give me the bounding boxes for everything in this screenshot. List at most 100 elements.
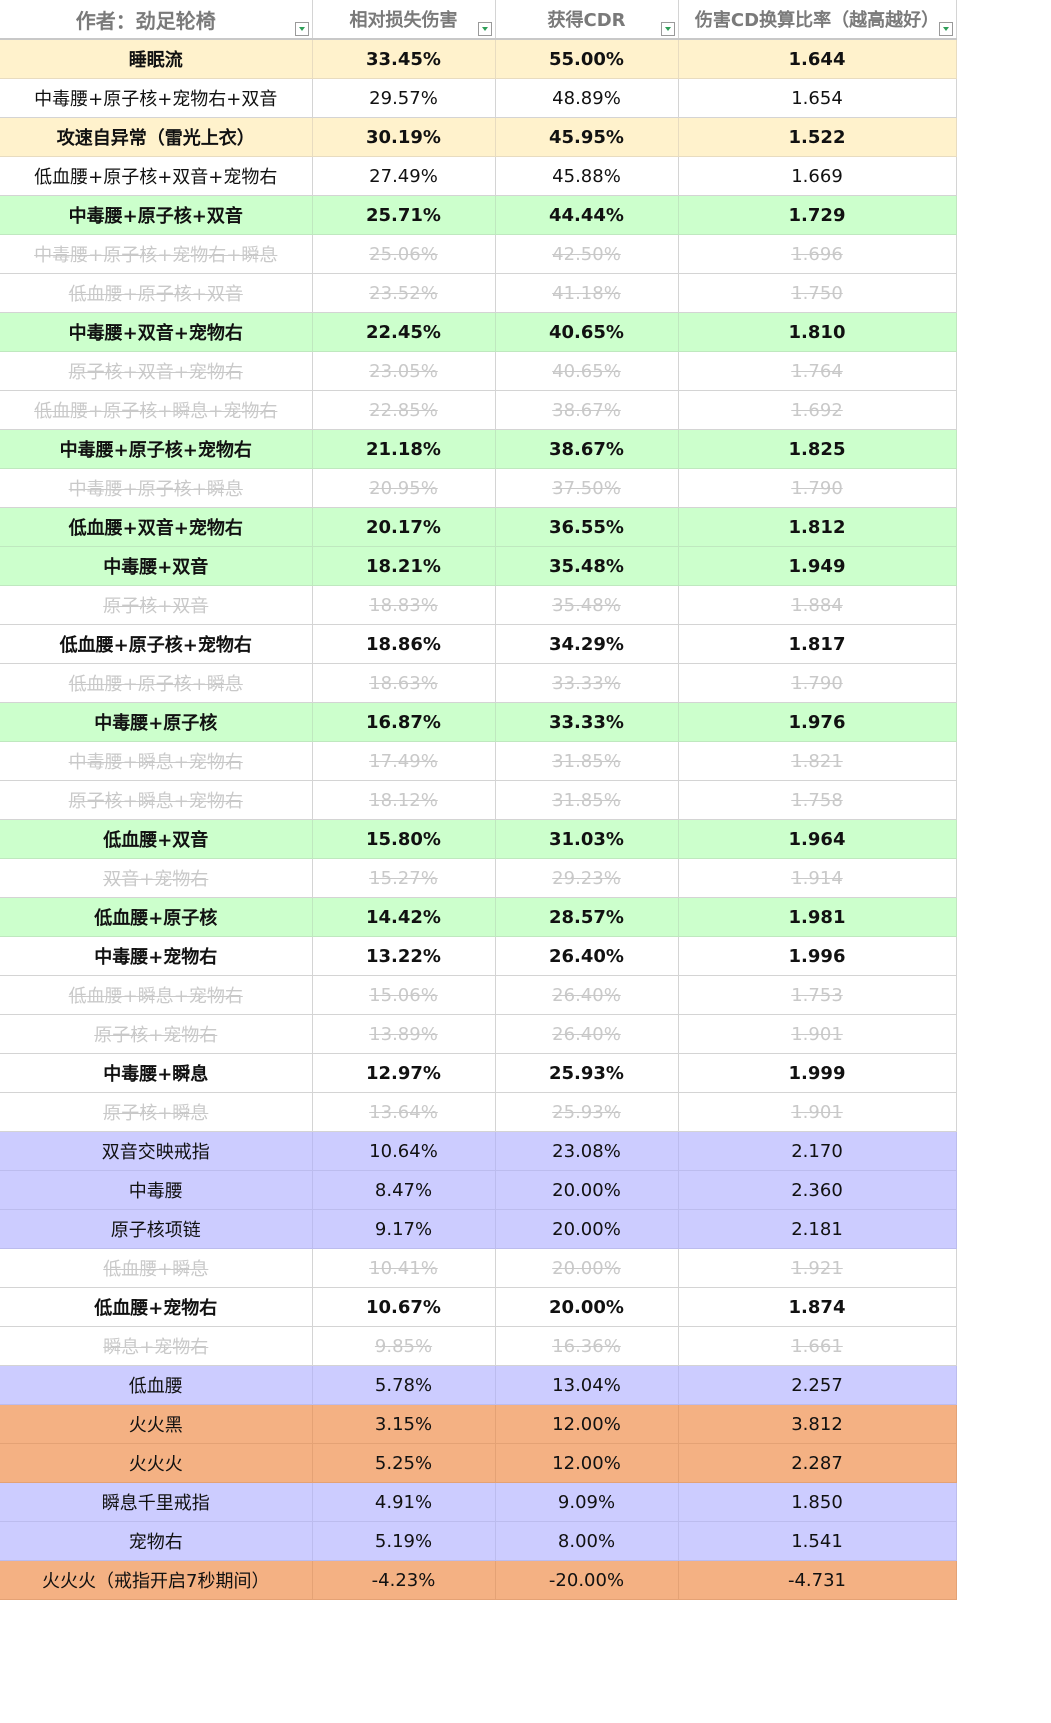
cell-damage-loss[interactable]: 14.42% [312, 897, 496, 937]
table-row[interactable]: 中毒腰+原子核+宠物右 21.18% 38.67% 1.825 [0, 429, 957, 469]
cell-ratio[interactable]: 1.901 [678, 1092, 957, 1132]
cell-build-name[interactable]: 低血腰+瞬息+宠物右 [0, 975, 313, 1015]
cell-cdr[interactable]: 12.00% [495, 1443, 679, 1483]
table-row[interactable]: 中毒腰+原子核+宠物右+双音 29.57% 48.89% 1.654 [0, 78, 957, 118]
cell-ratio[interactable]: 1.850 [678, 1482, 957, 1522]
cell-cdr[interactable]: 26.40% [495, 936, 679, 976]
cell-ratio[interactable]: 1.729 [678, 195, 957, 235]
cell-damage-loss[interactable]: 10.64% [312, 1131, 496, 1171]
cell-ratio[interactable]: 1.541 [678, 1521, 957, 1561]
cell-build-name[interactable]: 低血腰+原子核+瞬息 [0, 663, 313, 703]
cell-ratio[interactable]: 2.360 [678, 1170, 957, 1210]
table-row[interactable]: 低血腰+原子核+宠物右 18.86% 34.29% 1.817 [0, 624, 957, 664]
cell-damage-loss[interactable]: 15.27% [312, 858, 496, 898]
cell-ratio[interactable]: 1.692 [678, 390, 957, 430]
table-row[interactable]: 中毒腰+双音 18.21% 35.48% 1.949 [0, 546, 957, 586]
table-row[interactable]: 中毒腰+原子核+宠物右+瞬息 25.06% 42.50% 1.696 [0, 234, 957, 274]
cell-ratio[interactable]: 1.696 [678, 234, 957, 274]
table-row[interactable]: 原子核+瞬息+宠物右 18.12% 31.85% 1.758 [0, 780, 957, 820]
table-row[interactable]: 瞬息+宠物右 9.85% 16.36% 1.661 [0, 1326, 957, 1366]
cell-cdr[interactable]: 37.50% [495, 468, 679, 508]
cell-damage-loss[interactable]: 18.86% [312, 624, 496, 664]
cell-damage-loss[interactable]: 13.22% [312, 936, 496, 976]
table-row[interactable]: 中毒腰+宠物右 13.22% 26.40% 1.996 [0, 936, 957, 976]
cell-ratio[interactable]: 1.790 [678, 468, 957, 508]
cell-damage-loss[interactable]: 27.49% [312, 156, 496, 196]
table-row[interactable]: 中毒腰+双音+宠物右 22.45% 40.65% 1.810 [0, 312, 957, 352]
cell-ratio[interactable]: 1.810 [678, 312, 957, 352]
cell-cdr[interactable]: 45.95% [495, 117, 679, 157]
cell-ratio[interactable]: 1.753 [678, 975, 957, 1015]
cell-cdr[interactable]: 23.08% [495, 1131, 679, 1171]
cell-ratio[interactable]: 1.669 [678, 156, 957, 196]
cell-build-name[interactable]: 宠物右 [0, 1521, 313, 1561]
cell-cdr[interactable]: 25.93% [495, 1053, 679, 1093]
cell-cdr[interactable]: 8.00% [495, 1521, 679, 1561]
cell-build-name[interactable]: 双音+宠物右 [0, 858, 313, 898]
table-row[interactable]: 原子核+双音 18.83% 35.48% 1.884 [0, 585, 957, 625]
cell-build-name[interactable]: 低血腰+原子核+双音 [0, 273, 313, 313]
cell-build-name[interactable]: 火火火（戒指开启7秒期间） [0, 1560, 313, 1600]
cell-damage-loss[interactable]: 18.21% [312, 546, 496, 586]
cell-damage-loss[interactable]: -4.23% [312, 1560, 496, 1600]
cell-build-name[interactable]: 中毒腰+原子核+宠物右 [0, 429, 313, 469]
cell-build-name[interactable]: 原子核+双音+宠物右 [0, 351, 313, 391]
cell-cdr[interactable]: 20.00% [495, 1209, 679, 1249]
table-row[interactable]: 低血腰+瞬息 10.41% 20.00% 1.921 [0, 1248, 957, 1288]
cell-cdr[interactable]: 31.03% [495, 819, 679, 859]
cell-ratio[interactable]: 2.287 [678, 1443, 957, 1483]
cell-build-name[interactable]: 低血腰+宠物右 [0, 1287, 313, 1327]
table-row[interactable]: 中毒腰+原子核+瞬息 20.95% 37.50% 1.790 [0, 468, 957, 508]
cell-damage-loss[interactable]: 15.80% [312, 819, 496, 859]
cell-build-name[interactable]: 睡眠流 [0, 39, 313, 79]
cell-build-name[interactable]: 中毒腰 [0, 1170, 313, 1210]
table-row[interactable]: 火火火 5.25% 12.00% 2.287 [0, 1443, 957, 1483]
cell-build-name[interactable]: 中毒腰+瞬息 [0, 1053, 313, 1093]
cell-ratio[interactable]: 1.914 [678, 858, 957, 898]
cell-damage-loss[interactable]: 20.95% [312, 468, 496, 508]
cell-damage-loss[interactable]: 9.17% [312, 1209, 496, 1249]
cell-build-name[interactable]: 低血腰 [0, 1365, 313, 1405]
cell-ratio[interactable]: 1.921 [678, 1248, 957, 1288]
cell-cdr[interactable]: 31.85% [495, 741, 679, 781]
cell-ratio[interactable]: 1.522 [678, 117, 957, 157]
cell-cdr[interactable]: 12.00% [495, 1404, 679, 1444]
table-row[interactable]: 火火火（戒指开启7秒期间） -4.23% -20.00% -4.731 [0, 1560, 957, 1600]
cell-build-name[interactable]: 原子核+瞬息+宠物右 [0, 780, 313, 820]
cell-cdr[interactable]: 33.33% [495, 702, 679, 742]
cell-damage-loss[interactable]: 20.17% [312, 507, 496, 547]
cell-ratio[interactable]: 1.901 [678, 1014, 957, 1054]
cell-damage-loss[interactable]: 12.97% [312, 1053, 496, 1093]
cell-ratio[interactable]: 1.825 [678, 429, 957, 469]
cell-damage-loss[interactable]: 17.49% [312, 741, 496, 781]
cell-build-name[interactable]: 低血腰+双音+宠物右 [0, 507, 313, 547]
cell-cdr[interactable]: 34.29% [495, 624, 679, 664]
cell-build-name[interactable]: 低血腰+原子核+双音+宠物右 [0, 156, 313, 196]
cell-cdr[interactable]: 42.50% [495, 234, 679, 274]
cell-ratio[interactable]: 1.817 [678, 624, 957, 664]
cell-cdr[interactable]: 33.33% [495, 663, 679, 703]
cell-cdr[interactable]: 55.00% [495, 39, 679, 79]
table-row[interactable]: 原子核+双音+宠物右 23.05% 40.65% 1.764 [0, 351, 957, 391]
cell-cdr[interactable]: -20.00% [495, 1560, 679, 1600]
cell-build-name[interactable]: 中毒腰+宠物右 [0, 936, 313, 976]
cell-ratio[interactable]: 1.764 [678, 351, 957, 391]
table-row[interactable]: 中毒腰+瞬息 12.97% 25.93% 1.999 [0, 1053, 957, 1093]
cell-damage-loss[interactable]: 5.25% [312, 1443, 496, 1483]
table-row[interactable]: 中毒腰 8.47% 20.00% 2.360 [0, 1170, 957, 1210]
cell-damage-loss[interactable]: 15.06% [312, 975, 496, 1015]
cell-damage-loss[interactable]: 3.15% [312, 1404, 496, 1444]
cell-ratio[interactable]: 1.750 [678, 273, 957, 313]
cell-damage-loss[interactable]: 13.64% [312, 1092, 496, 1132]
cell-cdr[interactable]: 9.09% [495, 1482, 679, 1522]
filter-dropdown-icon[interactable] [294, 22, 309, 36]
cell-cdr[interactable]: 48.89% [495, 78, 679, 118]
cell-build-name[interactable]: 攻速自异常（雷光上衣） [0, 117, 313, 157]
cell-damage-loss[interactable]: 18.63% [312, 663, 496, 703]
cell-ratio[interactable]: 2.181 [678, 1209, 957, 1249]
cell-cdr[interactable]: 40.65% [495, 312, 679, 352]
table-row[interactable]: 低血腰+双音+宠物右 20.17% 36.55% 1.812 [0, 507, 957, 547]
table-row[interactable]: 低血腰+原子核 14.42% 28.57% 1.981 [0, 897, 957, 937]
cell-cdr[interactable]: 25.93% [495, 1092, 679, 1132]
cell-cdr[interactable]: 26.40% [495, 975, 679, 1015]
